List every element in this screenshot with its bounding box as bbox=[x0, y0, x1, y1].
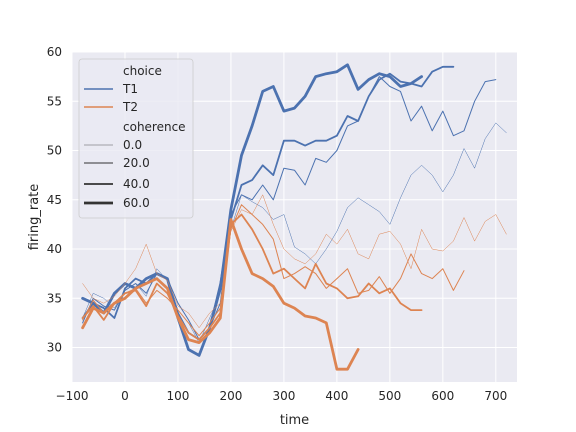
legend-label-coh-40: 40.0 bbox=[123, 177, 150, 191]
y-tick-label: 60 bbox=[47, 45, 62, 59]
series-line-t1-coh-40 bbox=[81, 65, 455, 341]
legend-hue-title: choice bbox=[123, 64, 162, 78]
y-tick-label: 40 bbox=[47, 242, 62, 256]
x-tick-label: 600 bbox=[431, 389, 454, 403]
x-tick-label: 0 bbox=[121, 389, 129, 403]
x-tick-label: 500 bbox=[378, 389, 401, 403]
y-tick-label: 55 bbox=[47, 94, 62, 108]
legend-label-coh-20: 20.0 bbox=[123, 156, 150, 170]
y-tick-labels: 30 35 40 45 50 55 60 bbox=[47, 45, 62, 355]
series-lines bbox=[81, 63, 507, 371]
x-tick-labels: −100 0 100 200 300 400 500 600 700 bbox=[56, 389, 508, 403]
y-tick-label: 30 bbox=[47, 341, 62, 355]
legend-box bbox=[78, 58, 194, 219]
x-tick-label: 200 bbox=[219, 389, 242, 403]
x-axis-label: time bbox=[280, 413, 309, 428]
x-tick-label: 300 bbox=[272, 389, 295, 403]
series-line-t2-coh-20 bbox=[82, 204, 465, 337]
x-tick-label: −100 bbox=[56, 389, 89, 403]
legend-label-t2: T2 bbox=[122, 100, 138, 114]
series-line-t1-coh-20 bbox=[82, 76, 497, 341]
legend: choice T1 T2 coherence 0.0 20.0 40.0 60.… bbox=[78, 58, 194, 219]
y-tick-label: 45 bbox=[47, 193, 62, 207]
y-tick-label: 50 bbox=[47, 144, 62, 158]
series-line-t2-coh-60 bbox=[81, 218, 360, 371]
series-line-t2-coh-40 bbox=[81, 213, 423, 341]
series-line-t2-coh-0 bbox=[82, 194, 507, 329]
y-tick-label: 35 bbox=[47, 291, 62, 305]
legend-label-t1: T1 bbox=[122, 82, 138, 96]
legend-label-coh-0: 0.0 bbox=[123, 138, 142, 152]
x-tick-label: 400 bbox=[325, 389, 348, 403]
legend-label-coh-60: 60.0 bbox=[123, 196, 150, 210]
x-tick-label: 100 bbox=[166, 389, 189, 403]
x-tick-label: 700 bbox=[484, 389, 507, 403]
series-line-t1-coh-60 bbox=[81, 63, 424, 357]
y-axis-label: firing_rate bbox=[27, 184, 42, 251]
legend-size-title: coherence bbox=[123, 120, 186, 134]
